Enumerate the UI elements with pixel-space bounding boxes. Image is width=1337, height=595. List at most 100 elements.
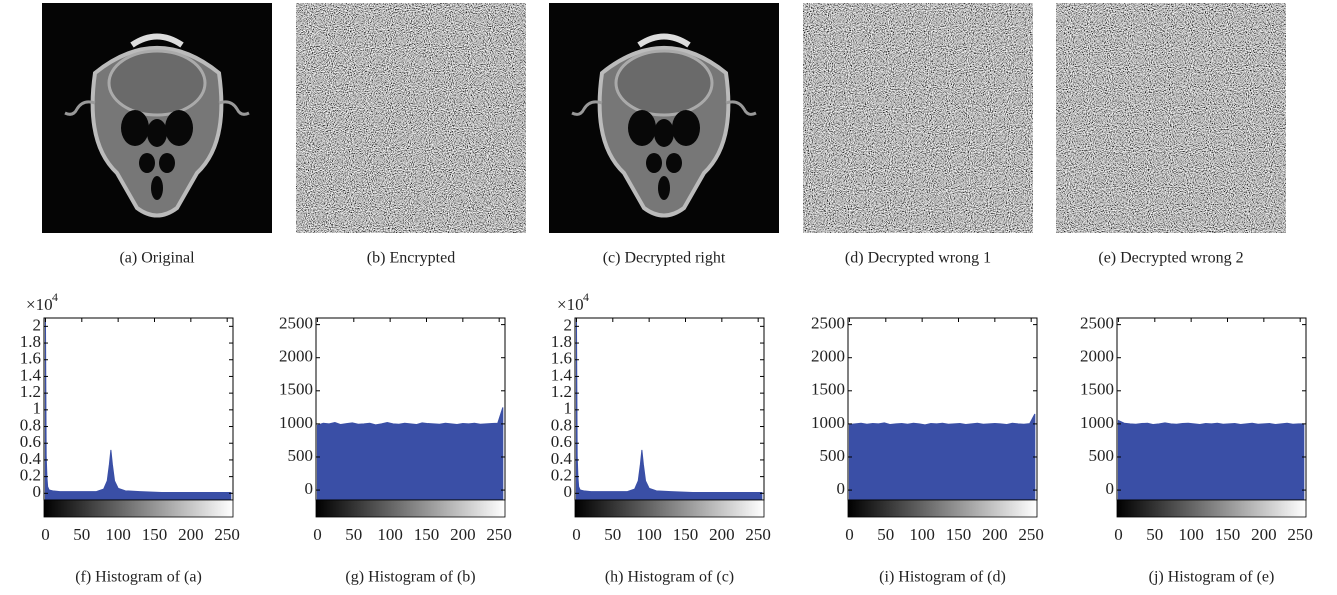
y-tick-label: 1.6 — [551, 349, 572, 368]
cavity — [628, 110, 656, 146]
x-tick-label: 100 — [105, 525, 131, 544]
x-tick-label: 150 — [1215, 525, 1241, 544]
y-tick-label: 0.8 — [20, 415, 41, 434]
x-tick-label: 100 — [909, 525, 935, 544]
x-tick-label: 0 — [1114, 525, 1123, 544]
y-tick-label: 2500 — [279, 314, 313, 333]
data-layer — [848, 413, 1036, 500]
y-tick-label: 1500 — [811, 380, 845, 399]
histogram-panel: 00.20.40.60.811.21.41.61.820 50 100 150 200 2… — [20, 290, 240, 586]
y-tick-label: 1500 — [1080, 380, 1114, 399]
top-bone — [130, 33, 184, 48]
y-tick-label: 1000 — [1080, 413, 1114, 432]
cavity — [151, 176, 163, 200]
histogram-panel: 0 500 1000 1500 2000 2500 0 50 100 150 200 250 (g) H… — [279, 314, 512, 586]
y-tick-label: 1.2 — [20, 382, 41, 401]
brain — [107, 49, 207, 117]
image-panel: (e) Decrypted wrong 2 — [1056, 3, 1286, 267]
cavity — [658, 176, 670, 200]
y-tick-label: 500 — [1089, 446, 1115, 465]
x-tick-label: 50 — [73, 525, 90, 544]
y-tick-label: 2000 — [1080, 347, 1114, 366]
noise-image — [1056, 3, 1286, 233]
chart-caption: (j) Histogram of (e) — [1149, 569, 1275, 586]
chart-caption: (f) Histogram of (a) — [75, 569, 202, 586]
y-tick-label: 2000 — [811, 347, 845, 366]
x-tick-label: 50 — [604, 525, 621, 544]
y-tick-label: 0.2 — [20, 466, 41, 485]
x-tick-label: 100 — [377, 525, 403, 544]
x-tick-label: 250 — [214, 525, 240, 544]
cavity — [666, 153, 682, 173]
image-panel: (b) Encrypted — [296, 3, 526, 267]
y-tick-label: 500 — [820, 446, 846, 465]
histogram-area — [848, 413, 1036, 500]
y-scale-exponent: 4 — [583, 290, 589, 304]
y-tick-label: 1.8 — [20, 332, 41, 351]
x-tick-label: 250 — [1018, 525, 1044, 544]
y-tick-label: 1.8 — [551, 332, 572, 351]
cavity — [139, 153, 155, 173]
y-tick-label: 1.6 — [20, 349, 41, 368]
y-tick-label: 0 — [837, 479, 846, 498]
histogram-panel: 0 500 1000 1500 2000 2500 0 50 100 150 200 250 (j) H… — [1080, 314, 1313, 586]
y-tick-label: 2000 — [279, 347, 313, 366]
y-tick-label: 0.6 — [551, 432, 572, 451]
brain — [614, 49, 714, 117]
y-tick-label: 2500 — [1080, 314, 1114, 333]
chart-caption: (h) Histogram of (c) — [605, 569, 734, 586]
cavity — [121, 110, 149, 146]
noise-image — [803, 3, 1033, 233]
ear-left — [571, 100, 603, 116]
image-panel: (c) Decrypted right — [549, 3, 779, 267]
y-tick-label: 1 — [564, 399, 573, 418]
ear-left — [64, 100, 96, 116]
x-tick-label: 250 — [1287, 525, 1313, 544]
y-tick-label: 2 — [564, 315, 573, 334]
x-tick-label: 100 — [636, 525, 662, 544]
histogram-panel: 0 500 1000 1500 2000 2500 0 50 100 150 200 250 (i) H… — [811, 314, 1044, 586]
x-tick-label: 250 — [745, 525, 771, 544]
image-caption: (b) Encrypted — [367, 250, 455, 267]
image-caption: (e) Decrypted wrong 2 — [1098, 250, 1243, 267]
image-caption: (d) Decrypted wrong 1 — [845, 250, 991, 267]
cavity — [147, 119, 167, 147]
y-tick-label: 0.2 — [551, 466, 572, 485]
image-panel: (d) Decrypted wrong 1 — [803, 3, 1033, 267]
y-tick-label: 0.4 — [551, 449, 573, 468]
y-tick-label: 1 — [33, 399, 42, 418]
data-layer — [575, 318, 763, 500]
image-caption: (c) Decrypted right — [603, 250, 726, 267]
y-tick-label: 0 — [33, 482, 42, 501]
x-tick-label: 100 — [1178, 525, 1204, 544]
histogram-panel: 00.20.40.60.811.21.41.61.820 50 100 150 200 2… — [551, 290, 771, 586]
chart-caption: (i) Histogram of (d) — [879, 569, 1006, 586]
y-tick-label: 0.4 — [20, 449, 42, 468]
x-tick-label: 200 — [982, 525, 1008, 544]
x-tick-label: 0 — [313, 525, 322, 544]
image-panel: (a) Original — [42, 3, 272, 267]
colorbar — [574, 499, 765, 518]
colorbar — [1116, 499, 1307, 518]
x-tick-label: 200 — [178, 525, 204, 544]
noise-image — [296, 3, 526, 233]
y-tick-label: 1.4 — [551, 365, 573, 384]
top-bone — [637, 33, 691, 48]
y-scale-exponent: 4 — [52, 290, 58, 304]
y-tick-label: 0 — [564, 482, 573, 501]
cavity — [672, 110, 700, 146]
y-tick-label: 2500 — [811, 314, 845, 333]
x-tick-label: 0 — [845, 525, 854, 544]
histogram-area — [1117, 419, 1305, 500]
histogram-area — [44, 318, 232, 500]
cavity — [646, 153, 662, 173]
x-tick-label: 150 — [946, 525, 972, 544]
ear-right — [725, 100, 757, 116]
cavity — [654, 119, 674, 147]
x-tick-label: 250 — [486, 525, 512, 544]
x-tick-label: 200 — [709, 525, 735, 544]
data-layer — [44, 318, 232, 500]
x-tick-label: 50 — [345, 525, 362, 544]
